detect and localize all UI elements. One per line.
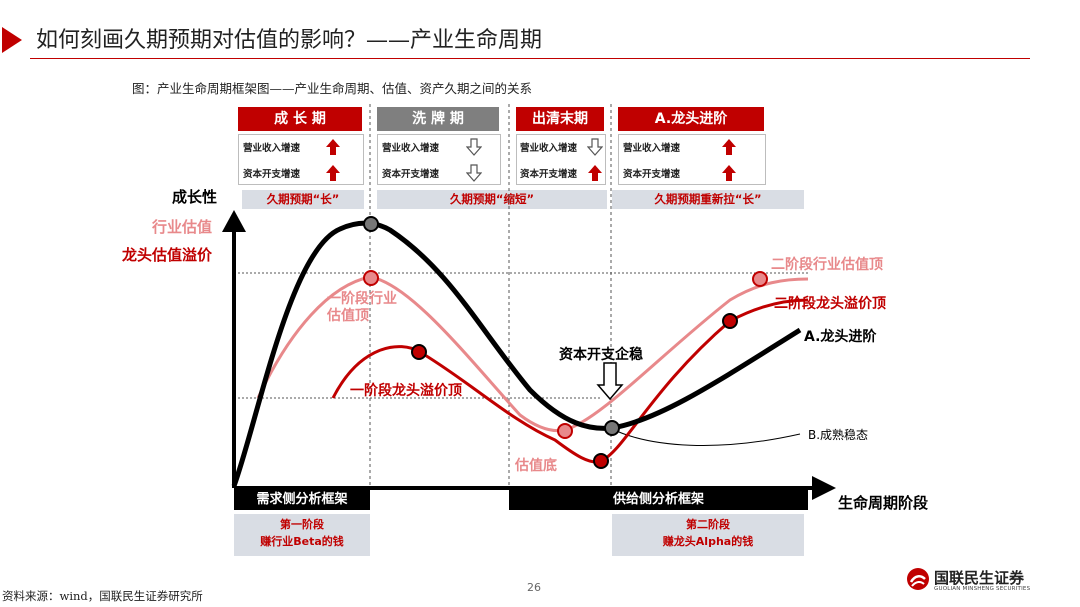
stage1-desc: 赚行业Beta的钱 [260,535,344,548]
title-rule [30,58,1030,59]
arrow-up-icon [326,139,340,155]
figure-caption: 图：产业生命周期框架图——产业生命周期、估值、资产久期之间的关系 [132,81,533,96]
duration-band-relengthen: 久期预期重新拉“长” [612,190,804,209]
arrow-up-icon [722,165,736,181]
indicator-panel-shakeout: 营业收入增速 资本开支增速 [377,134,501,185]
arrow-up-icon [326,165,340,181]
stage2-title: 第二阶段 [686,518,730,531]
duration-band-long: 久期预期“长” [242,190,364,209]
stage1-industry-top-label: 一阶段行业 估值顶 [327,291,397,324]
company-logo-icon [907,568,929,590]
y-axis-sublabel-industry: 行业估值 [152,218,213,236]
arrow-down-icon [466,164,482,182]
demand-framework-bar: 需求侧分析框架 [234,490,370,510]
indicator-panel-clearing: 营业收入增速 资本开支增速 [516,134,606,185]
indicator-label: 资本开支增速 [520,169,578,180]
growth-curve [231,220,802,487]
capex-stable-label: 资本开支企稳 [559,347,643,363]
mature-curve [609,427,801,446]
x-axis-label: 生命周期阶段 [838,494,929,512]
phase-header-leader: A.龙头进阶 [618,107,764,131]
stage2-industry-top-label: 二阶段行业估值顶 [771,257,883,273]
valuation-bottom-premium-marker [593,453,609,469]
stage2-premium-top-label: 二阶段龙头溢价顶 [774,296,886,312]
mature-label: B.成熟稳态 [808,428,869,442]
stage1-premium-top-marker [411,344,427,360]
valuation-bottom-label: 估值底 [515,458,557,474]
indicator-label: 资本开支增速 [382,169,440,180]
indicator-label: 营业收入增速 [382,143,440,154]
y-axis-label: 成长性 [172,188,218,206]
phase-header-clearing: 出清末期 [516,107,604,131]
arrow-up-icon [722,139,736,155]
supply-framework-bar: 供给侧分析框架 [509,490,808,510]
logo-subtext: GUOLIAN MINSHENG SECURITIES [934,586,1031,592]
indicator-panel-leader: 营业收入增速 资本开支增速 [618,134,766,185]
stage2-premium-top-marker [722,313,738,329]
stage1-box: 第一阶段 赚行业Beta的钱 [234,514,370,556]
stage2-box: 第二阶段 赚龙头Alpha的钱 [612,514,804,556]
y-axis-sublabel-premium: 龙头估值溢价 [122,246,213,264]
phase-header-growth: 成 长 期 [238,107,362,131]
source-note: 资料来源：wind，国联民生证券研究所 [2,589,203,603]
indicator-label: 营业收入增速 [623,143,681,154]
indicator-panel-growth: 营业收入增速 资本开支增速 [238,134,364,185]
y-axis-arrowhead [222,210,246,232]
logo-text: 国联民生证券 [934,569,1025,587]
page-number: 26 [527,581,541,594]
indicator-label: 资本开支增速 [623,169,681,180]
growth-bottom-marker [604,420,620,436]
arrow-up-icon [588,165,602,181]
capex-stable-arrow-icon [596,362,624,401]
arrow-down-icon [466,138,482,156]
stage2-industry-top-marker [752,271,768,287]
leader-advance-label: A.龙头进阶 [804,329,877,345]
stage1-industry-top-marker [363,270,379,286]
page-title: 如何刻画久期预期对估值的影响？——产业生命周期 [36,28,543,53]
x-axis-arrowhead [812,476,836,500]
stage1-premium-top-label: 一阶段龙头溢价顶 [350,383,462,399]
growth-peak-marker [363,216,379,232]
title-marker [2,27,22,53]
indicator-label: 营业收入增速 [520,143,578,154]
indicator-label: 资本开支增速 [243,169,301,180]
stage2-desc: 赚龙头Alpha的钱 [662,535,754,548]
duration-band-shorten: 久期预期“缩短” [377,190,607,209]
arrow-down-icon [587,138,603,156]
indicator-label: 营业收入增速 [243,143,301,154]
valuation-bottom-industry-marker [557,423,573,439]
industry-valuation-curve [256,275,809,433]
phase-header-shakeout: 洗 牌 期 [377,107,499,131]
stage1-title: 第一阶段 [280,518,324,531]
